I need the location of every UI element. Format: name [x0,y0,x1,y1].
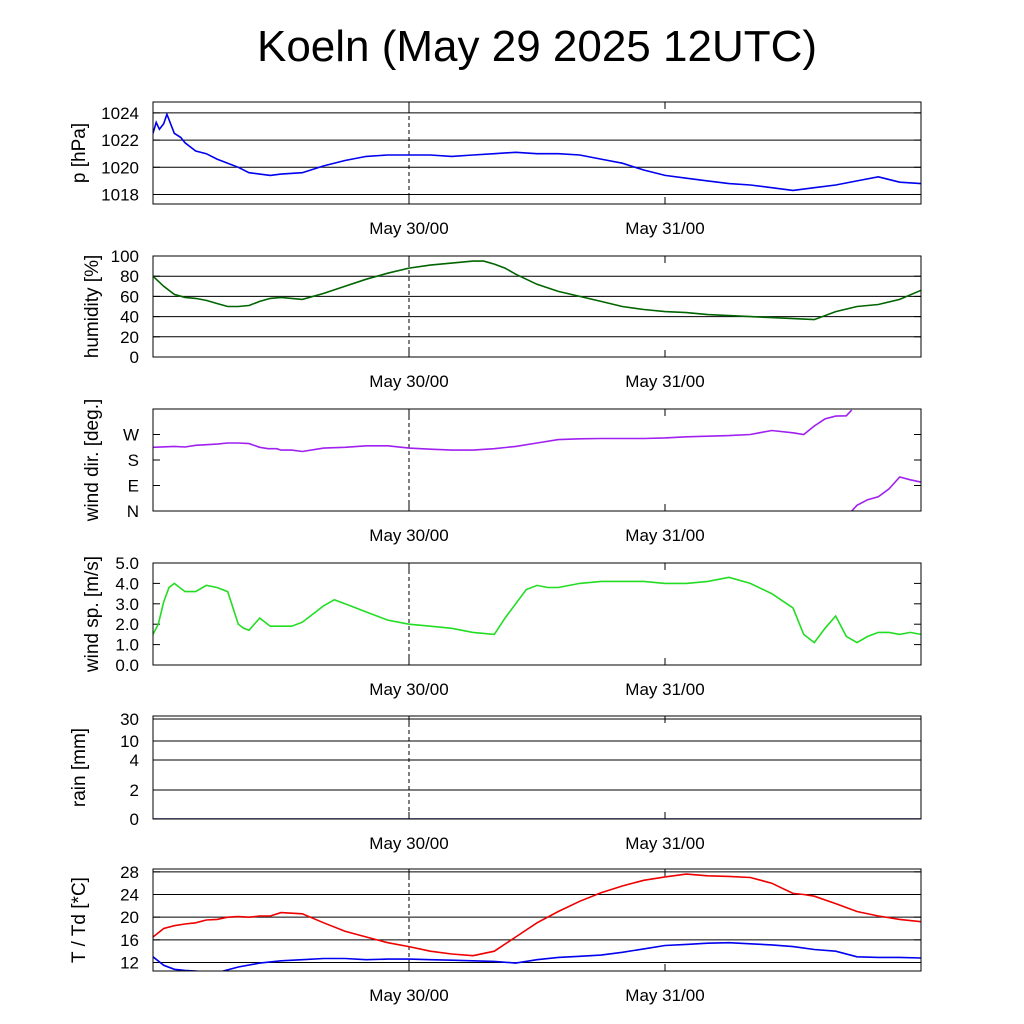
plot-frame [152,715,922,820]
x-tick-label: May 30/00 [369,680,448,699]
y-tick-label: 60 [120,287,139,306]
y-tick-label: 20 [120,908,139,927]
y-tick-label: 2.0 [115,615,139,634]
y-tick-label: 1024 [101,104,139,123]
panel-5: 12 16 20 24 28 T / Td [*C] May 30/00 May 31/00 [69,863,922,1005]
panel-0: 1018 1020 1022 1024 p [hPa] May 30/00 May 31/0… [69,101,922,238]
y-tick-label: N [127,502,139,521]
series-line-0 [153,409,853,453]
y-tick-label: 30 [120,710,139,729]
y-tick-label: 80 [120,267,139,286]
chart-title: Koeln (May 29 2025 12UTC) [256,22,818,71]
x-tick-label: May 31/00 [625,986,704,1005]
y-tick-label: 1022 [101,131,139,150]
y-tick-label: S [128,451,139,470]
x-tick-label: May 31/00 [625,680,704,699]
y-axis-label: p [hPa] [69,123,90,183]
series-line-0 [153,873,921,957]
panel-4: 0 2 410 30 rain [mm] May 30/00 May 31/00 [69,710,922,853]
series-line-1 [153,941,921,971]
y-axis-label: wind sp. [m/s] [82,556,103,673]
y-tick-label: E [128,477,139,496]
series-line-0 [153,260,921,321]
y-tick-label: 100 [111,247,139,266]
panel-3: 0.01.0 2.03.0 4.05.0 wind sp. [m/s] May 30/0… [82,554,922,699]
x-tick-label: May 31/00 [625,372,704,391]
x-tick-label: May 30/00 [369,834,448,853]
x-tick-label: May 30/00 [369,986,448,1005]
y-axis-label: wind dir. [deg.] [82,399,103,523]
x-tick-label: May 31/00 [625,834,704,853]
x-tick-label: May 30/00 [369,219,448,238]
series-line-1 [851,476,921,511]
plot-frame [152,255,922,358]
y-tick-label: 24 [120,886,139,905]
series-line-0 [153,576,921,644]
y-tick-label: 0 [130,810,139,829]
y-tick-label: 4 [130,751,139,770]
y-tick-label: 20 [120,328,139,347]
y-axis-label: rain [mm] [69,728,90,807]
y-tick-label: 5.0 [115,554,139,573]
y-tick-label: 3.0 [115,595,139,614]
y-tick-label: W [123,426,139,445]
x-tick-label: May 30/00 [369,372,448,391]
series-line-0 [153,111,921,192]
plot-frame [152,101,922,205]
y-tick-label: 10 [120,732,139,751]
y-tick-label: 1018 [101,185,139,204]
x-tick-label: May 31/00 [625,219,704,238]
y-tick-label: 1.0 [115,636,139,655]
y-tick-label: 40 [120,308,139,327]
plot-frame [152,868,922,972]
plot-frame [152,562,922,666]
y-tick-label: 28 [120,863,139,882]
y-tick-label: 16 [120,931,139,950]
y-tick-label: 12 [120,954,139,973]
plot-frame [152,408,922,512]
y-axis-label: humidity [%] [82,255,103,358]
y-tick-label: 4.0 [115,574,139,593]
x-tick-label: May 31/00 [625,526,704,545]
y-tick-label: 1020 [101,158,139,177]
y-tick-label: 2 [130,781,139,800]
y-axis-label: T / Td [*C] [69,877,90,963]
y-tick-label: 0.0 [115,656,139,675]
x-tick-label: May 30/00 [369,526,448,545]
y-tick-label: 0 [130,348,139,367]
